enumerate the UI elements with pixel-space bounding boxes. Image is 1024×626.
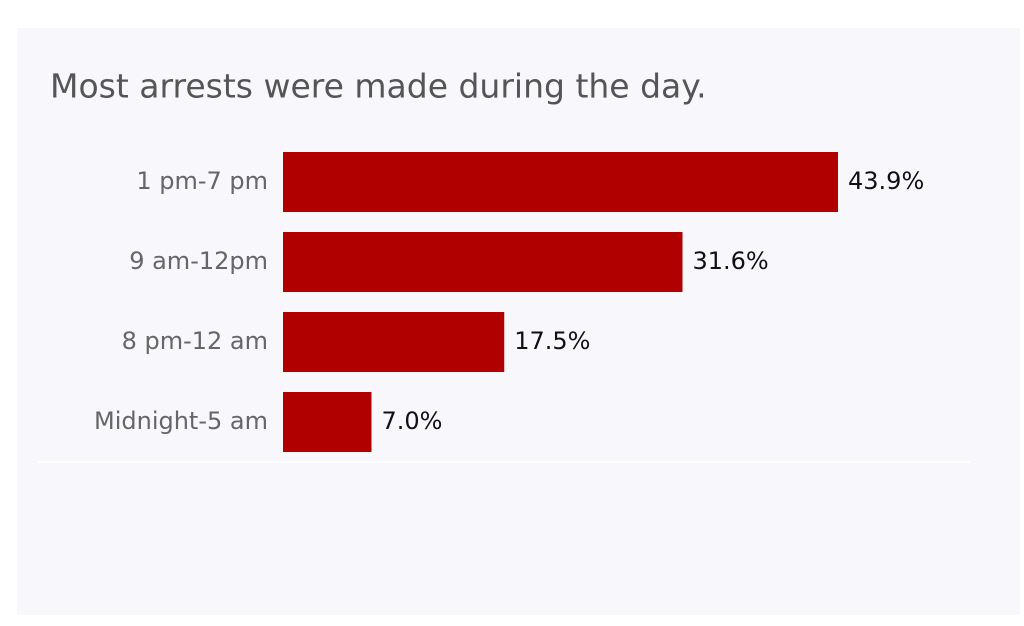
- y-tick-label: 1 pm-7 pm: [136, 167, 268, 195]
- y-tick-label: 8 pm-12 am: [122, 327, 268, 355]
- bar: [283, 152, 838, 212]
- panel: [17, 28, 1020, 615]
- value-label: 31.6%: [692, 247, 768, 275]
- chart-title: Most arrests were made during the day.: [50, 67, 707, 106]
- bar: [283, 392, 372, 452]
- y-tick-label: 9 am-12pm: [129, 247, 268, 275]
- y-tick-label: Midnight-5 am: [94, 407, 268, 435]
- value-label: 43.9%: [848, 167, 924, 195]
- bar: [283, 312, 505, 372]
- value-label: 17.5%: [514, 327, 590, 355]
- value-label: 7.0%: [381, 407, 442, 435]
- bar: [283, 232, 683, 292]
